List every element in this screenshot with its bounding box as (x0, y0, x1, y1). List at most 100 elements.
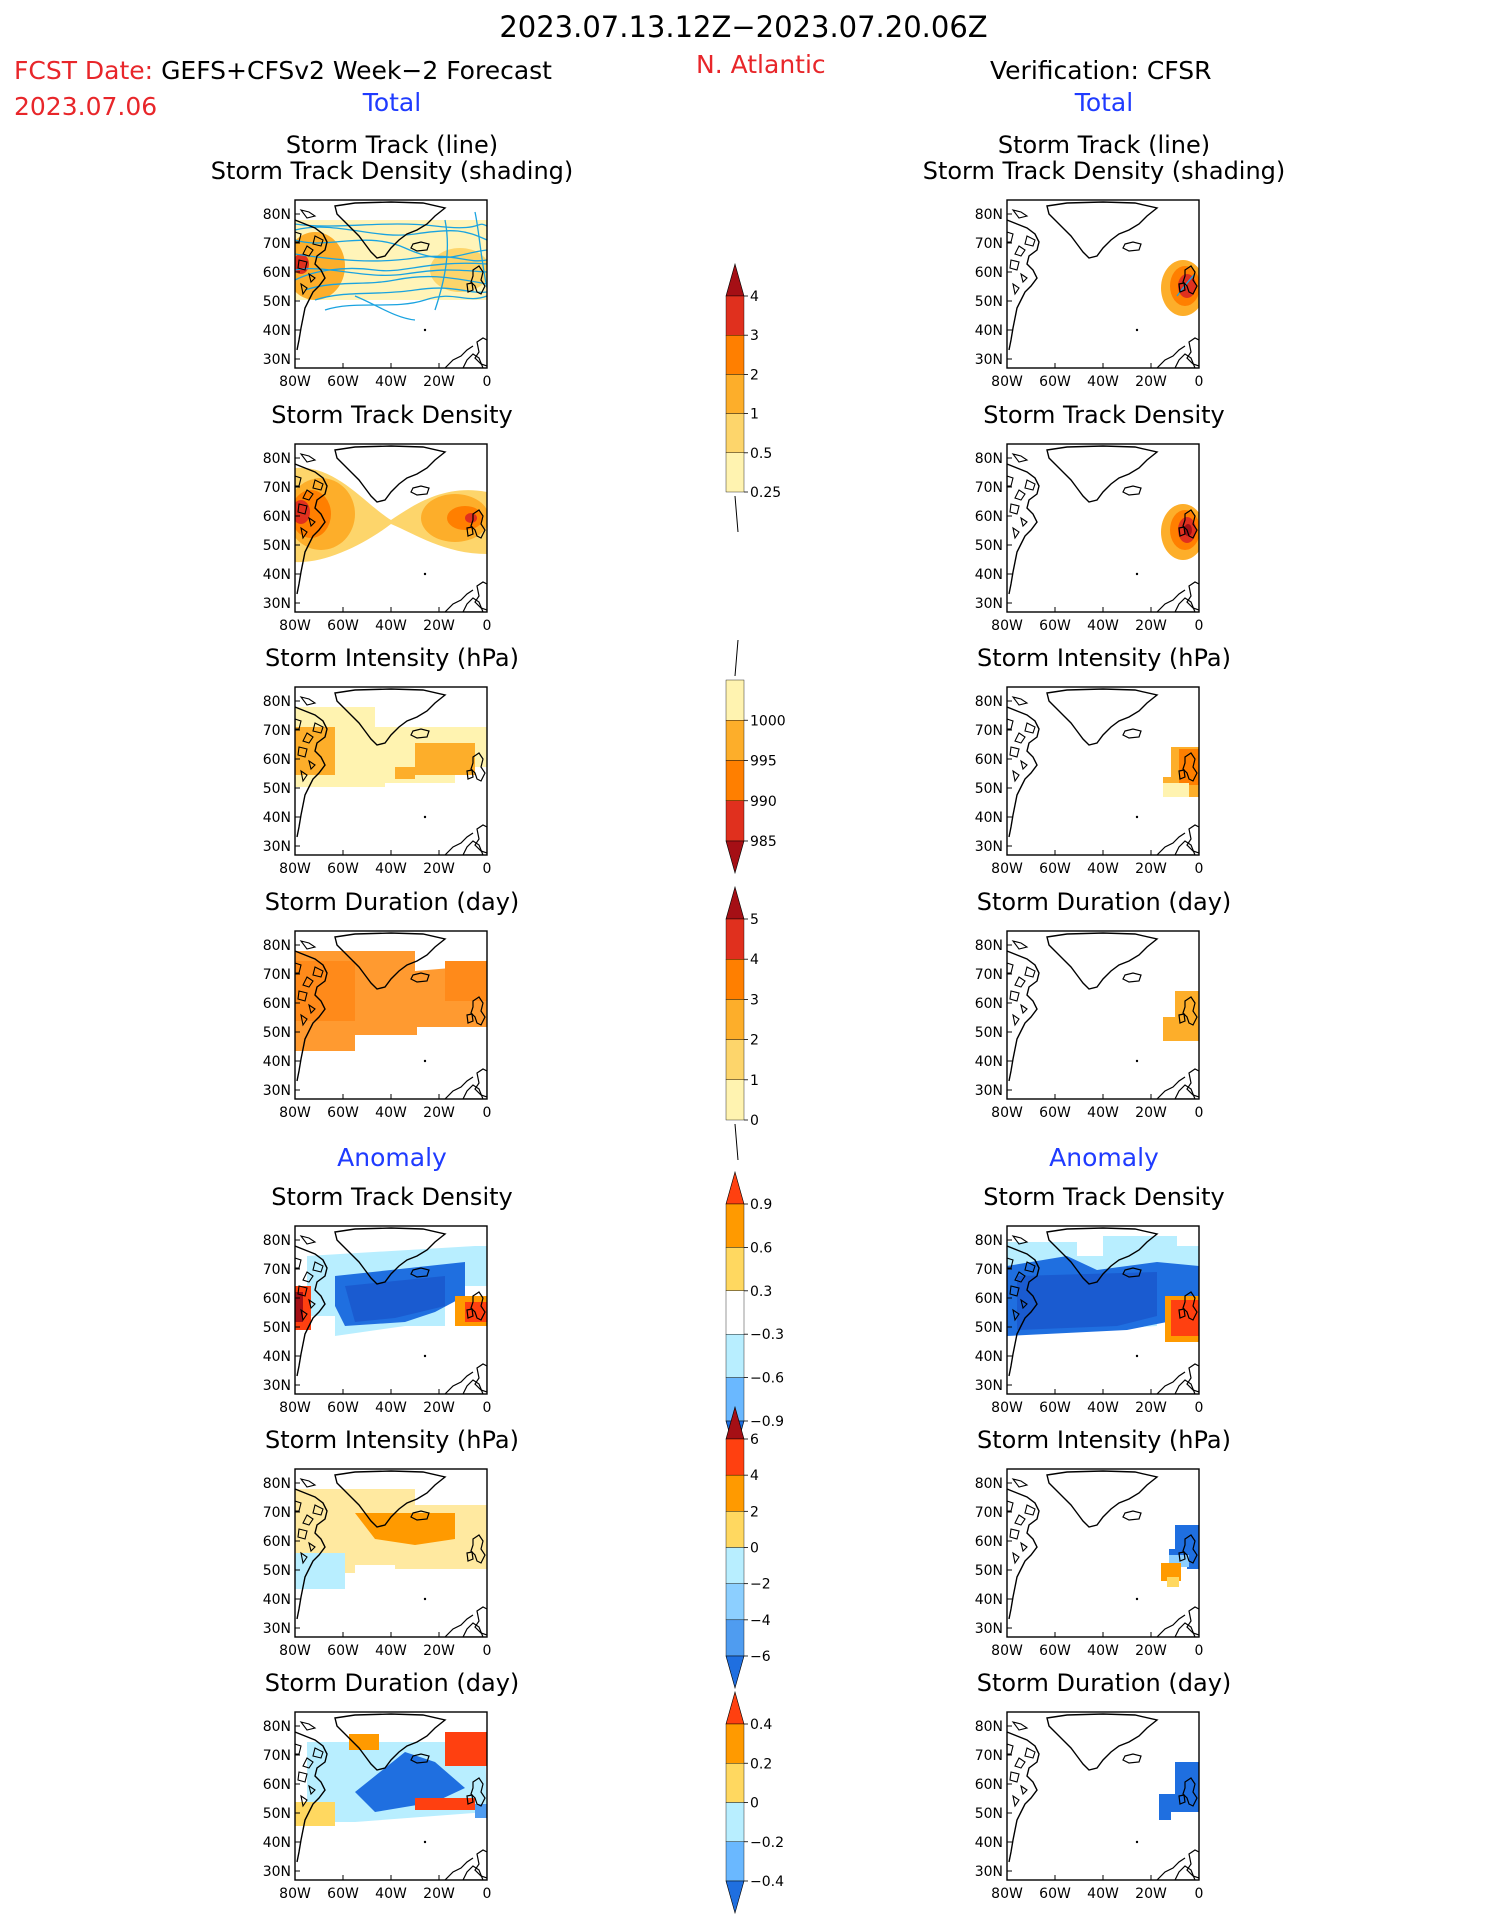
arctic-island (312, 966, 324, 978)
map-plot-area: 80N 70N 60N 50N 40N 30N 80W 60W 40W 20W 0 (975, 1468, 1203, 1659)
europe-coast (470, 265, 486, 295)
lon-tick-label: 60W (1039, 1105, 1071, 1121)
lon-tick-label: 40W (1087, 861, 1119, 877)
region-label: N. Atlantic (696, 50, 826, 79)
arctic-island (1024, 966, 1036, 978)
lon-tick-label: 0 (483, 1886, 492, 1902)
colorbar-track-density-total: 4 3 2 1 0.5 0.25 (725, 262, 781, 532)
azores-dot (423, 1354, 427, 1358)
lon-tick-label: 20W (1135, 1105, 1167, 1121)
greenland-coast (1046, 932, 1159, 990)
map-content (1007, 1227, 1199, 1394)
lat-tick-label: 50N (263, 1320, 291, 1336)
map-panel-intensity-anomaly-verification: 80N 70N 60N 50N 40N 30N 80W 60W 40W 20W 0 (975, 1468, 1203, 1659)
forecast-date: 2023.07.06 (14, 92, 158, 121)
arctic-island (1012, 282, 1020, 296)
lon-tick-label: 40W (1087, 618, 1119, 634)
europe-coast (470, 1291, 486, 1321)
colorbar-tail (734, 495, 739, 532)
arctic-island (302, 489, 314, 501)
lon-tick-label: 0 (1195, 1400, 1204, 1416)
arctic-island (300, 526, 308, 540)
azores-dot (423, 1059, 427, 1063)
colorbar-label: 985 (750, 834, 777, 850)
ireland-coast (466, 769, 474, 780)
iberia-coast (1186, 1068, 1199, 1098)
colorbar-segment (725, 1841, 745, 1882)
africa-coastline (1156, 589, 1186, 612)
lon-tick-label: 20W (423, 1105, 455, 1121)
azores-dot (1135, 1597, 1139, 1601)
ireland-coast (1178, 1551, 1186, 1562)
lat-tick-label: 50N (975, 1025, 1003, 1041)
colorbar-bottom-triangle (725, 840, 745, 875)
colorbar-label: −0.4 (750, 1874, 784, 1890)
europe-coast (1182, 752, 1198, 782)
lat-tick-label: 40N (263, 323, 291, 339)
arctic-island (1007, 718, 1014, 730)
iceland-coast (410, 1510, 430, 1521)
africa-coastline (1156, 1614, 1186, 1637)
map-plot-area: 80N 70N 60N 50N 40N 30N 80W 60W 40W 20W 0 (263, 1468, 492, 1659)
lat-tick-label: 80N (975, 1476, 1003, 1492)
arctic-island (299, 453, 317, 463)
map-plot-area: 80N 70N 60N 50N 40N 30N 80W 60W 40W 20W 0 (975, 1711, 1203, 1902)
lat-tick-label: 70N (263, 1262, 291, 1278)
lon-tick-label: 0 (483, 1105, 492, 1121)
lon-tick-label: 60W (327, 618, 359, 634)
colorbar-segment (725, 1619, 745, 1657)
ireland-coast (466, 1308, 474, 1319)
africa-coastline (1156, 1371, 1186, 1394)
lat-tick-label: 40N (263, 1054, 291, 1070)
colorbar-label: 990 (750, 794, 777, 810)
arctic-island (297, 1285, 308, 1297)
colorbar-label: 6 (750, 1432, 759, 1448)
lon-tick-label: 20W (1135, 618, 1167, 634)
iceland-coast (1122, 972, 1142, 983)
lat-tick-label: 70N (263, 480, 291, 496)
arctic-island (1024, 1504, 1036, 1516)
map-content (1007, 201, 1199, 368)
lon-tick-label: 20W (1135, 1886, 1167, 1902)
lon-tick-label: 60W (1039, 374, 1071, 390)
azores-dot (1135, 1059, 1139, 1063)
lat-tick-label: 40N (975, 1592, 1003, 1608)
lon-tick-label: 80W (991, 618, 1023, 634)
anom-shade-orange (355, 1513, 455, 1545)
map-content (295, 1227, 487, 1394)
lat-tick-label: 30N (975, 352, 1003, 368)
lat-tick-label: 70N (975, 1505, 1003, 1521)
lon-tick-label: 40W (1087, 1400, 1119, 1416)
lon-tick-label: 60W (327, 861, 359, 877)
greenland-coast (1046, 445, 1159, 503)
north-america-coast (295, 1731, 328, 1863)
anom-shade-east-red (465, 1302, 487, 1322)
arctic-island (299, 696, 317, 706)
lon-tick-label: 80W (991, 1400, 1023, 1416)
lon-tick-label: 60W (327, 1400, 359, 1416)
lat-tick-label: 40N (263, 567, 291, 583)
north-america-coast (1007, 1488, 1040, 1620)
iceland-coast (410, 241, 430, 252)
north-america-coast (1007, 463, 1040, 595)
lon-tick-label: 40W (375, 618, 407, 634)
africa-coastline (1156, 345, 1186, 368)
lat-tick-label: 70N (263, 723, 291, 739)
lon-tick-label: 0 (483, 618, 492, 634)
lon-tick-label: 0 (1195, 618, 1204, 634)
lat-tick-label: 50N (975, 1320, 1003, 1336)
section-total-verification: Total (1074, 88, 1134, 117)
lat-tick-label: 80N (975, 1719, 1003, 1735)
azores-dot (1135, 572, 1139, 576)
africa-coastline (444, 1371, 474, 1394)
map-plot-area: 80N 70N 60N 50N 40N 30N 80W 60W 40W 20W 0 (975, 443, 1204, 634)
colorbar-label: −4 (750, 1613, 771, 1629)
arctic-island (300, 282, 308, 296)
arctic-island (1020, 516, 1028, 528)
lon-tick-label: 0 (483, 1643, 492, 1659)
section-total-forecast: Total (362, 88, 422, 117)
lon-tick-label: 20W (1135, 374, 1167, 390)
lat-tick-label: 30N (263, 839, 291, 855)
lat-tick-label: 80N (263, 1233, 291, 1249)
intensity-shade-light (1163, 783, 1189, 797)
